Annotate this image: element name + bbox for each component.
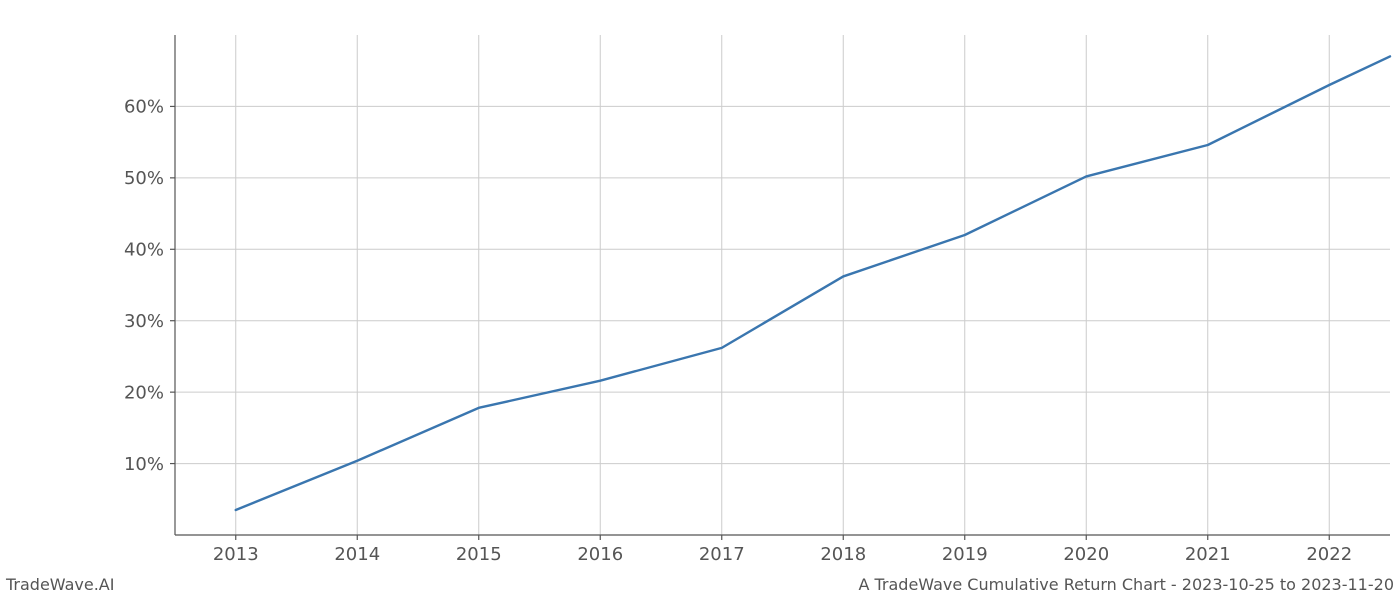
y-tick-label: 30% [124,311,164,332]
x-tick-label: 2019 [942,544,988,565]
line-chart: 2013 2014 2015 2016 2017 2018 2019 2020 2021 2022… [0,0,1400,600]
y-tick-label: 40% [124,240,164,261]
x-tick-label: 2022 [1306,544,1352,565]
y-tick-label: 20% [124,382,164,403]
x-tick-label: 2014 [334,544,380,565]
footer-left-text: TradeWave.AI [6,575,114,594]
x-tick-label: 2018 [820,544,866,565]
x-tick-label: 2016 [577,544,623,565]
y-tick-label: 50% [124,168,164,189]
y-tick-label: 10% [124,454,164,475]
x-tick-label: 2021 [1185,544,1231,565]
footer-right-text: A TradeWave Cumulative Return Chart - 20… [858,575,1394,594]
x-tick-label: 2020 [1063,544,1109,565]
x-tick-label: 2013 [213,544,259,565]
x-tick-label: 2015 [456,544,502,565]
x-tick-label: 2017 [699,544,745,565]
chart-container: 2013 2014 2015 2016 2017 2018 2019 2020 2021 2022… [0,0,1400,600]
y-tick-label: 60% [124,97,164,118]
